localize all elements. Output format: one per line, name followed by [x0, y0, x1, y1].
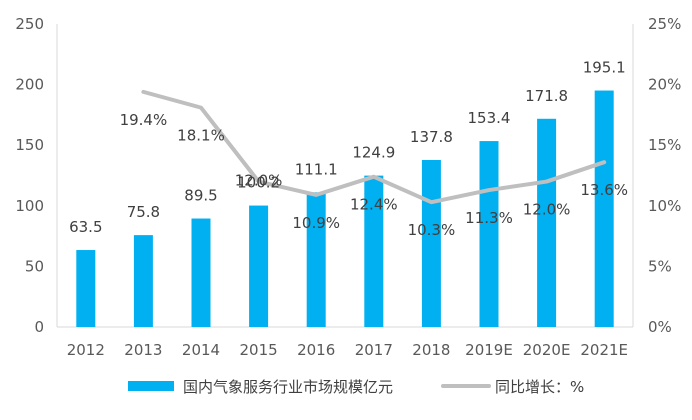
y-tick-left: 200	[15, 76, 44, 94]
y-tick-right: 10%	[648, 197, 681, 215]
legend-label-bars: 国内气象服务行业市场规模亿元	[183, 378, 393, 396]
bar	[421, 159, 441, 327]
axes: 0 50 100 150 200 250 0% 5% 10% 15% 20% 25% 2012 2013 2…	[15, 15, 681, 359]
legend-swatch-bars	[128, 381, 174, 391]
x-tick: 2015	[240, 341, 278, 359]
y-tick-right: 5%	[648, 257, 672, 275]
data-labels: 63.5 75.8 89.5 100.2 111.1 124.9 137.8 153.4 171…	[69, 59, 628, 240]
x-tick: 2012	[67, 341, 105, 359]
bar	[594, 90, 614, 327]
bar-value-label: 124.9	[352, 144, 395, 162]
y-tick-left: 100	[15, 197, 44, 215]
bar	[306, 192, 326, 327]
x-tick: 2016	[297, 341, 335, 359]
x-tick: 2014	[182, 341, 220, 359]
bar	[364, 175, 384, 327]
growth-value-label: 12.0%	[523, 201, 571, 219]
growth-value-label: 12.4%	[350, 196, 398, 214]
y-tick-left: 150	[15, 136, 44, 154]
x-tick: 2020E	[523, 341, 571, 359]
y-tick-right: 15%	[648, 136, 681, 154]
growth-value-label: 13.6%	[580, 181, 628, 199]
x-tick: 2019E	[465, 341, 513, 359]
y-tick-left: 0	[34, 318, 44, 336]
bar-value-label: 137.8	[410, 128, 453, 146]
growth-value-label: 18.1%	[177, 127, 225, 145]
bar-value-label: 195.1	[583, 59, 626, 77]
y-tick-left: 50	[25, 257, 44, 275]
legend-label-line: 同比增长：%	[495, 378, 584, 396]
x-tick: 2017	[355, 341, 393, 359]
bar	[191, 218, 211, 327]
y-tick-right: 25%	[648, 15, 681, 33]
bar	[249, 205, 269, 327]
growth-line	[141, 89, 607, 205]
bar-value-label: 153.4	[468, 109, 511, 127]
legend: 国内气象服务行业市场规模亿元 同比增长：%	[128, 378, 584, 396]
y-tick-left: 250	[15, 15, 44, 33]
bar-value-label: 89.5	[184, 187, 217, 205]
bar-value-label: 171.8	[525, 87, 568, 105]
bar	[76, 250, 96, 327]
y-tick-right: 0%	[648, 318, 672, 336]
x-tick: 2021E	[580, 341, 628, 359]
growth-value-label: 19.4%	[120, 111, 168, 129]
bar-value-label: 75.8	[127, 203, 160, 221]
y-tick-right: 20%	[648, 76, 681, 94]
line-series	[141, 89, 607, 205]
growth-value-label: 12.0%	[235, 172, 283, 190]
bar	[537, 118, 557, 327]
bar-value-label: 100.2	[237, 174, 280, 192]
bar-value-label: 63.5	[69, 218, 102, 236]
growth-value-label: 11.3%	[465, 209, 513, 227]
bar	[479, 141, 499, 327]
bar-series	[76, 90, 614, 327]
x-tick: 2018	[412, 341, 450, 359]
growth-value-label: 10.9%	[292, 214, 340, 232]
bar-value-label: 111.1	[295, 160, 338, 178]
x-tick: 2013	[124, 341, 162, 359]
bar	[133, 235, 153, 327]
growth-value-label: 10.3%	[408, 221, 456, 239]
